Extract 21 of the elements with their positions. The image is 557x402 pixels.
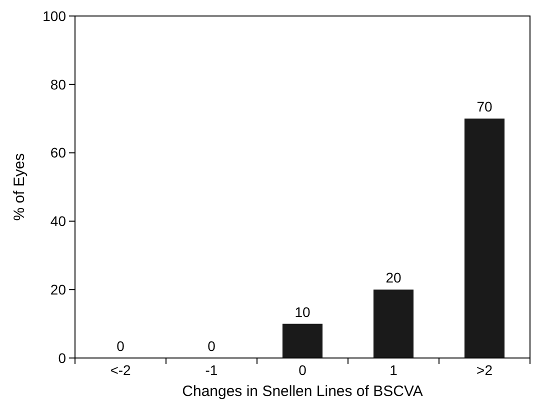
x-tick-label: 1 (390, 362, 398, 378)
x-tick-label: >2 (476, 362, 493, 378)
y-tick-label: 60 (50, 144, 66, 161)
data-label: 20 (386, 270, 402, 286)
bar (282, 324, 323, 358)
x-axis-title: Changes in Snellen Lines of BSCVA (182, 383, 423, 400)
bar (464, 118, 505, 358)
y-tick-label: 0 (58, 350, 66, 366)
y-tick-label: 80 (50, 76, 66, 92)
y-tick-label: 40 (50, 213, 66, 230)
data-label: 0 (208, 338, 216, 354)
data-label: 10 (294, 304, 310, 320)
x-tick-label: -1 (205, 362, 218, 378)
y-tick-label: 20 (50, 282, 66, 298)
data-label: 70 (476, 98, 492, 115)
y-axis-title: % of Eyes (11, 153, 28, 221)
y-tick-label: 100 (42, 8, 66, 24)
x-tick-label: 0 (298, 362, 307, 378)
x-tick-label: <-2 (110, 362, 132, 378)
data-label: 0 (116, 338, 125, 354)
bar (373, 290, 414, 358)
